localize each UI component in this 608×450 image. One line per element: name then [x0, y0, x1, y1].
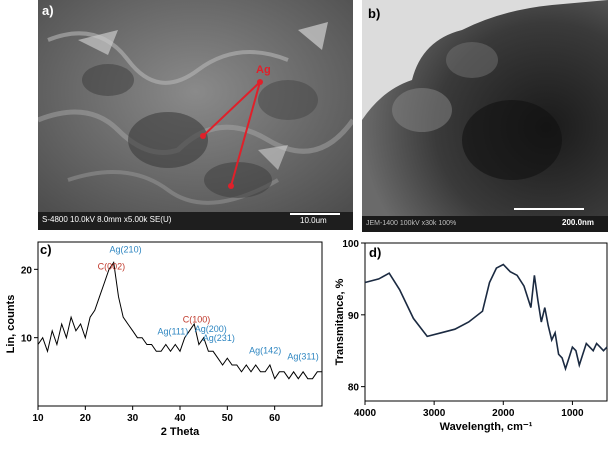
peak-annotation: C(002) [98, 261, 126, 271]
x-tick-label: 60 [269, 413, 281, 424]
peak-annotation: Ag(311) [287, 352, 318, 362]
tem-micrograph-panel: b) JEM-1400 100kV x30k 100% 200.0nm [362, 0, 608, 232]
x-tick-label: 30 [127, 413, 139, 424]
ag-marker-arrow-2 [230, 81, 261, 187]
peak-annotation: Ag(111) [158, 326, 189, 336]
y-tick-label: 90 [348, 311, 360, 322]
x-tick-label: 3000 [423, 408, 446, 419]
sem-info-bar: S-4800 10.0kV 8.0mm x5.00k SE(U) [42, 215, 172, 224]
series-line [364, 263, 608, 372]
tem-info-bar: JEM-1400 100kV x30k 100% [366, 220, 457, 227]
series-line [37, 261, 322, 380]
sem-scale-bar [290, 213, 340, 215]
peak-annotation: Ag(210) [110, 244, 142, 254]
ag-marker-arrow-1 [202, 81, 261, 137]
y-tick-label: 80 [348, 383, 360, 394]
x-tick-label: 2000 [492, 408, 515, 419]
panel-letter: d) [369, 245, 381, 260]
ag-marker-label: Ag [256, 64, 271, 76]
x-tick-label: 10 [32, 413, 44, 424]
panel-a-letter: a) [42, 3, 54, 18]
x-tick-label: 50 [222, 413, 234, 424]
panel-b-letter: b) [368, 6, 381, 21]
x-tick-label: 40 [174, 413, 186, 424]
peak-annotation: Ag(231) [203, 333, 235, 343]
sem-scale-label: 10.0um [300, 216, 327, 225]
plot-frame [364, 242, 608, 402]
x-axis-label: Wavelength, cm⁻¹ [440, 421, 533, 433]
y-tick-label: 10 [21, 334, 33, 345]
tem-image [362, 0, 608, 232]
sem-micrograph-panel: a) Ag S-4800 10.0kV 8.0mm x5.00k SE(U) 1… [38, 0, 353, 230]
y-axis-label: Lin, counts [5, 295, 17, 354]
x-tick-label: 20 [80, 413, 92, 424]
xrd-chart-panel: 10 20 30 40 50 60 10 20 2 Theta Lin, counts c) C(00… [0, 230, 330, 445]
xrd-chart: 10 20 30 40 50 60 10 20 2 Theta Lin, counts c) C(00… [5, 241, 323, 438]
y-tick-label: 100 [342, 239, 359, 250]
ftir-chart: 4000 3000 2000 1000 80 90 100 Wavelength, cm⁻¹ T… [334, 239, 608, 433]
x-tick-label: 1000 [561, 408, 584, 419]
ftir-chart-panel: 4000 3000 2000 1000 80 90 100 Wavelength, cm⁻¹ T… [334, 235, 608, 445]
y-tick-label: 20 [21, 265, 33, 276]
peak-annotation: Ag(200) [195, 324, 227, 334]
peak-annotation: Ag(142) [249, 345, 281, 355]
tem-scale-bar [514, 208, 584, 210]
panel-letter: c) [40, 242, 52, 257]
x-axis-label: 2 Theta [161, 426, 200, 438]
x-tick-label: 4000 [354, 408, 377, 419]
tem-scale-label: 200.0nm [562, 218, 595, 227]
peak-annotation: C(100) [183, 315, 211, 325]
y-axis-label: Transmitance, % [335, 278, 346, 365]
sem-image [38, 0, 353, 230]
